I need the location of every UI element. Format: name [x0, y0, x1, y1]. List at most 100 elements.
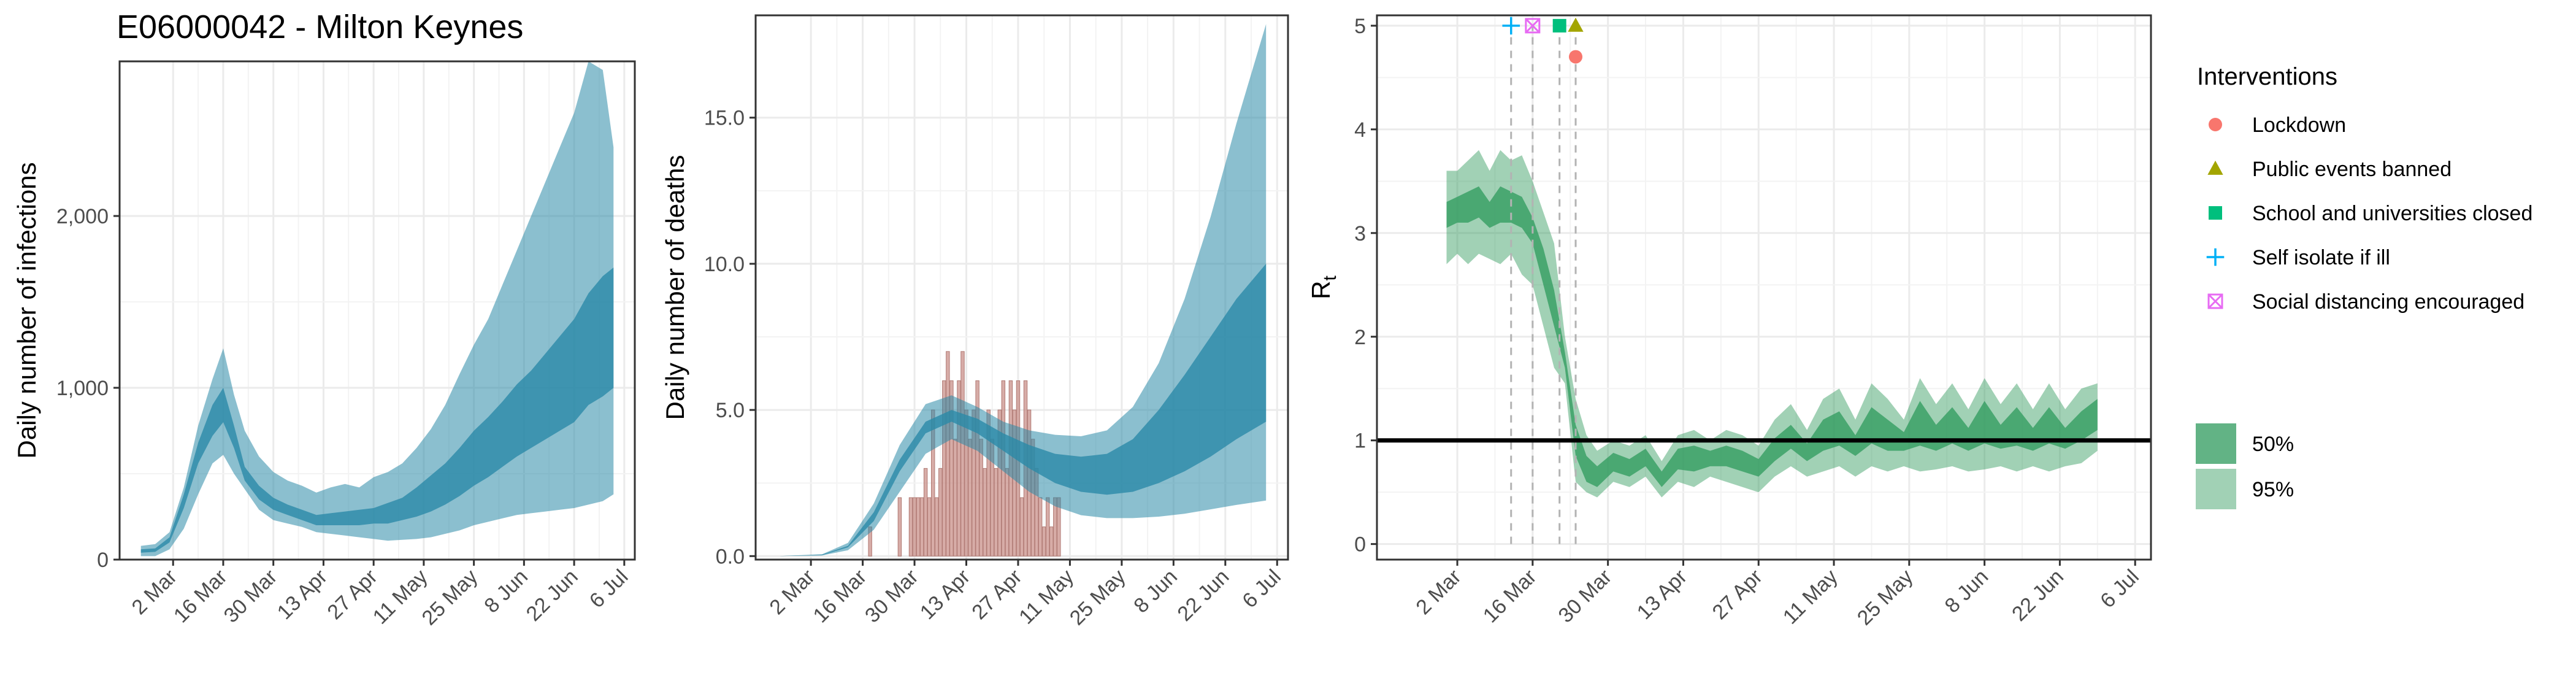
infections-ci50-band: [140, 268, 614, 553]
deaths-x-tick-label: 13 Apr: [916, 565, 975, 624]
legend: Interventions Lockdown Public events bann…: [2196, 63, 2532, 509]
legend-label: Public events banned: [2252, 158, 2451, 181]
deaths-bar: [1019, 497, 1024, 557]
rt-y-tick-label: 1: [1354, 430, 1366, 453]
infections-x-tick-label: 13 Apr: [273, 565, 332, 624]
deaths-bar: [1005, 468, 1010, 557]
deaths-y-tick-label: 15.0: [704, 107, 745, 130]
interventions-legend-title: Interventions: [2197, 63, 2337, 90]
deaths-bar: [994, 468, 998, 557]
infections-x-tick-label: 6 Jul: [585, 565, 633, 613]
legend-ci-label: 50%: [2252, 433, 2294, 456]
legend-marker-public-events-banned: [2207, 160, 2223, 175]
legend-label: School and universities closed: [2252, 202, 2532, 225]
rt-x-tick-label: 2 Mar: [1411, 565, 1465, 619]
deaths-bar: [1038, 497, 1043, 557]
rt-y-axis-label: Rt: [1306, 276, 1340, 299]
deaths-bar: [1046, 497, 1050, 557]
rt-panel-border: [1376, 14, 2152, 561]
legend-ci-swatch: [2196, 423, 2236, 464]
rt-x-tick-label: 13 Apr: [1633, 565, 1692, 624]
deaths-bar: [927, 497, 932, 557]
intervention-marker-lockdown: [1569, 50, 1583, 64]
figure-title: E06000042 - Milton Keynes: [117, 9, 523, 45]
legend-label: Self isolate if ill: [2252, 246, 2390, 269]
rt-x-tick-label: 25 May: [1853, 565, 1918, 630]
deaths-bar: [1049, 526, 1054, 557]
deaths-y-axis-label: Daily number of deaths: [661, 155, 689, 420]
rt-x-tick-label: 30 Mar: [1554, 565, 1617, 628]
rt-y-axis-label-subscript: t: [1320, 276, 1340, 281]
legend-marker-social-distancing-encouraged: [2207, 293, 2223, 309]
deaths-bar: [919, 497, 924, 557]
deaths-x-tick-label: 30 Mar: [861, 565, 923, 628]
deaths-bar: [912, 497, 917, 557]
infections-x-tick-label: 22 Jun: [522, 565, 583, 626]
deaths-x-tick-label: 22 Jun: [1173, 565, 1233, 626]
deaths-bar: [942, 380, 946, 557]
deaths-bar: [916, 497, 921, 557]
intervention-marker-school-and-universities-closed: [1552, 18, 1566, 33]
legend-marker-lockdown: [2209, 118, 2222, 131]
rt-ci95-band: [1446, 150, 2098, 498]
deaths-ci95-band: [777, 24, 1267, 557]
deaths-bar: [949, 380, 954, 557]
deaths-ci50-band: [777, 263, 1267, 557]
deaths-bar: [968, 439, 972, 557]
deaths-bar: [953, 439, 957, 557]
intervention-marker-self-isolate-if-ill: [1502, 17, 1520, 35]
deaths-panel-border: [754, 14, 1289, 561]
infections-x-tick-label: 16 Mar: [169, 565, 232, 628]
infections-y-tick-label: 0: [97, 549, 109, 572]
rt-y-tick-label: 0: [1354, 533, 1366, 557]
rt-x-tick-label: 27 Apr: [1708, 565, 1766, 624]
rt-y-tick-label: 2: [1354, 326, 1366, 349]
rt-x-tick-label: 22 Jun: [2007, 565, 2068, 626]
deaths-bar: [979, 439, 983, 557]
deaths-bar: [1012, 409, 1017, 557]
deaths-y-tick-label: 5.0: [716, 399, 745, 422]
deaths-bar: [983, 468, 987, 557]
legend-marker-self-isolate-if-ill: [2206, 248, 2225, 266]
deaths-y-tick-label: 10.0: [704, 253, 745, 276]
infections-y-axis-label: Daily number of infections: [12, 162, 41, 458]
rt-panel: 0 1 2 3 4 5 2 Mar 16 Mar 30 Mar 13 Apr 27 Apr 11 Ma…: [1306, 14, 2152, 630]
deaths-bar: [935, 497, 939, 557]
deaths-x-tick-label: 16 Mar: [809, 565, 872, 628]
rt-x-tick-label: 6 Jul: [2096, 565, 2144, 613]
deaths-bar: [997, 409, 1002, 557]
deaths-bar: [946, 351, 950, 557]
deaths-bar: [897, 497, 902, 557]
legend-label: Lockdown: [2252, 114, 2346, 137]
deaths-y-tick-label: 0.0: [716, 545, 745, 568]
legend-label: Social distancing encouraged: [2252, 290, 2524, 314]
rt-y-tick-label: 4: [1354, 118, 1366, 142]
legend-marker-school-and-universities-closed: [2209, 206, 2222, 220]
deaths-bar: [1041, 526, 1046, 557]
deaths-bar: [908, 497, 913, 557]
intervention-marker-social-distancing-encouraged: [1525, 18, 1541, 34]
deaths-x-tick-label: 25 May: [1065, 565, 1130, 630]
deaths-bar: [923, 468, 928, 557]
deaths-bar: [938, 468, 943, 557]
rt-x-tick-label: 16 Mar: [1479, 565, 1541, 628]
deaths-bar: [960, 351, 965, 557]
deaths-bar: [957, 380, 961, 557]
rt-x-tick-label: 8 Jun: [1941, 565, 1993, 618]
rt-x-tick-label: 11 May: [1779, 565, 1842, 629]
intervention-marker-public-events-banned: [1568, 17, 1584, 32]
infections-x-tick-label: 25 May: [418, 565, 483, 630]
deaths-bar: [975, 380, 979, 557]
infections-x-tick-label: 30 Mar: [220, 565, 282, 628]
infections-panel-border: [118, 60, 636, 561]
deaths-bar: [986, 409, 991, 557]
rt-y-tick-label: 3: [1354, 222, 1366, 245]
deaths-x-tick-label: 6 Jul: [1238, 565, 1286, 613]
deaths-x-tick-label: 11 May: [1014, 565, 1078, 629]
rt-y-tick-label: 5: [1354, 15, 1366, 38]
infections-y-tick-label: 1,000: [56, 377, 109, 400]
